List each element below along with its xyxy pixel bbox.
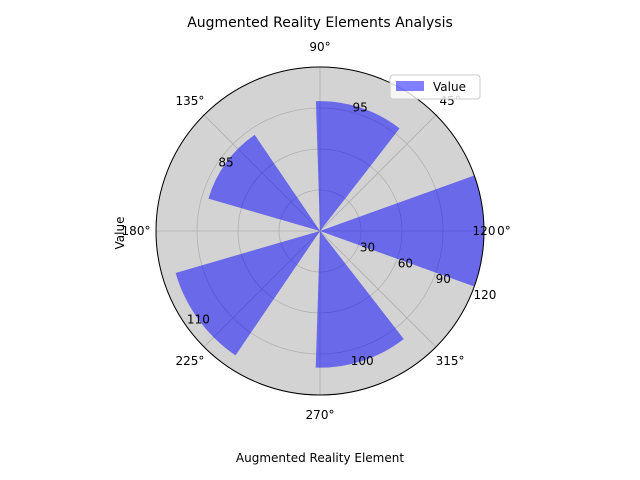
grid-spoke-315	[319, 230, 437, 348]
x-axis-label: Augmented Reality Element	[236, 451, 404, 465]
legend-swatch	[396, 81, 424, 91]
chart-title: Augmented Reality Elements Analysis	[187, 15, 453, 31]
radial-tick-90: 90	[436, 272, 451, 286]
polar-axes-frame	[155, 66, 485, 396]
angle-tick-180: 180°	[122, 224, 151, 238]
data-label-4: 100	[351, 354, 374, 368]
bar-1	[315, 101, 400, 232]
angle-tick-90: 90°	[309, 40, 330, 54]
angle-tick-0: 0°	[497, 224, 511, 238]
bar-0	[320, 175, 484, 287]
angle-tick-135: 135°	[175, 94, 204, 108]
angle-tick-225: 225°	[175, 354, 204, 368]
y-axis-label: Value	[113, 217, 127, 250]
radial-tick-60: 60	[398, 256, 413, 270]
data-label-1: 95	[352, 101, 367, 115]
data-label-0: 120	[473, 224, 496, 238]
grid-spoke-45	[319, 114, 437, 232]
legend: Value	[389, 74, 481, 100]
data-label-2: 85	[218, 156, 233, 170]
legend-label: Value	[433, 80, 466, 94]
radial-tick-120: 120	[474, 288, 497, 302]
bar-4	[315, 231, 404, 368]
angle-tick-315: 315°	[436, 354, 465, 368]
bars	[175, 101, 484, 368]
bar-2	[208, 134, 320, 231]
radial-tick-30: 30	[360, 241, 375, 255]
data-label-3: 110	[187, 312, 210, 326]
angle-tick-270: 270°	[306, 408, 335, 422]
radial-tick-labels: 30 60 90 120	[360, 241, 497, 302]
data-labels: 120 95 85 110 100	[187, 101, 496, 368]
bar-3	[175, 231, 320, 356]
